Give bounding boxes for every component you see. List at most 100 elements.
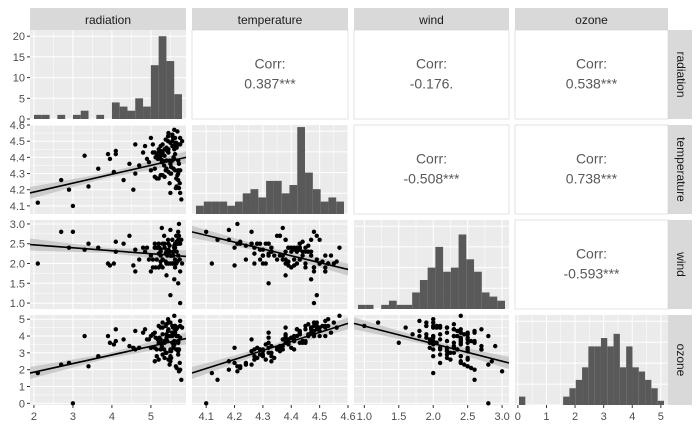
scatter-point	[166, 147, 171, 152]
scatter-point	[431, 325, 436, 330]
scatter-point	[325, 261, 331, 266]
scatter-point	[269, 245, 274, 250]
histogram-bar	[174, 94, 182, 119]
x-tick-label: 1.5	[391, 411, 406, 423]
scatter-point	[458, 313, 463, 319]
histogram-bar	[312, 189, 321, 214]
scatter-point	[166, 357, 171, 362]
x-tick-label: 2.0	[426, 411, 441, 423]
scatter-point	[166, 130, 171, 136]
strip-top-ozone	[515, 8, 668, 30]
scatter-point	[424, 335, 429, 340]
scatter-point	[291, 257, 297, 262]
scatter-point	[424, 320, 429, 325]
scatter-point	[174, 333, 179, 339]
scatter-point	[105, 333, 111, 339]
scatter-point	[260, 354, 266, 359]
scatter-point	[311, 265, 317, 270]
scatter-point	[431, 320, 436, 325]
scatter-point	[437, 360, 443, 366]
scatter-point	[308, 253, 314, 258]
scatter-point	[451, 350, 457, 356]
strip-top-temperature	[192, 8, 348, 30]
y-tick-label: 15	[13, 52, 25, 64]
scatter-point	[257, 257, 263, 262]
scatter-point	[209, 261, 215, 266]
scatter-point	[311, 229, 317, 235]
strip-right-wind	[668, 220, 692, 309]
scatter-point	[142, 249, 148, 254]
scatter-point	[177, 181, 182, 186]
scatter-point	[215, 377, 220, 382]
scatter-point	[170, 143, 175, 149]
scatter-point	[226, 359, 232, 364]
strip-right-radiation	[668, 30, 692, 119]
x-tick-label: 3	[70, 411, 76, 423]
scatter-point	[266, 345, 271, 351]
histogram-bar	[651, 388, 658, 405]
scatter-point	[168, 227, 173, 233]
scatter-point	[105, 151, 111, 157]
scatter-point	[249, 241, 254, 246]
strip-top-radiation	[30, 8, 186, 30]
histogram-bar	[57, 114, 66, 119]
scatter-point	[159, 225, 165, 231]
scatter-point	[165, 134, 171, 139]
histogram-bar	[365, 304, 374, 309]
scatter-point	[152, 359, 157, 364]
scatter-point	[170, 237, 175, 242]
scatter-point	[325, 317, 331, 322]
y-tick-label: 1	[19, 381, 25, 393]
scatter-point	[113, 239, 119, 244]
scatter-point	[283, 325, 288, 330]
scatter-point	[156, 150, 161, 155]
scatter-point	[314, 323, 319, 329]
scatter-point	[283, 257, 288, 262]
scatter-point	[176, 168, 181, 173]
histogram-bar	[645, 379, 652, 405]
scatter-point	[179, 138, 185, 144]
x-tick-label: 4	[629, 411, 635, 423]
scatter-point	[127, 233, 132, 239]
scatter-point	[303, 261, 308, 266]
scatter-point	[172, 156, 177, 162]
scatter-point	[448, 350, 453, 356]
scatter-point	[396, 340, 401, 345]
scatter-point	[161, 163, 167, 168]
histogram-bar	[497, 300, 505, 309]
scatter-point	[172, 265, 178, 270]
scatter-point	[113, 327, 119, 332]
scatter-point	[167, 243, 172, 248]
corr-panel-wind-ozone	[514, 219, 669, 310]
scatter-point	[156, 340, 161, 345]
scatter-point	[311, 269, 317, 274]
scatter-point	[168, 171, 173, 176]
corr-label: Corr:	[416, 56, 447, 72]
scatter-point	[249, 348, 254, 354]
scatter-point	[444, 338, 450, 344]
scatter-point	[160, 320, 165, 325]
scatter-point	[306, 249, 311, 254]
histogram-bar	[607, 346, 614, 405]
scatter-point	[66, 360, 72, 366]
scatter-point	[226, 227, 232, 233]
scatter-point	[444, 348, 450, 354]
scatter-point	[255, 241, 260, 246]
scatter-point	[260, 261, 266, 266]
strip-right-temperature	[668, 125, 692, 214]
scatter-point	[176, 253, 181, 258]
scatter-point	[280, 253, 285, 258]
scatter-point	[107, 156, 113, 162]
x-tick-label: 2.5	[460, 411, 475, 423]
scatter-point	[235, 369, 240, 374]
histogram-bar	[72, 114, 81, 119]
histogram-bar	[211, 201, 220, 214]
scatter-point	[174, 145, 179, 150]
scatter-point	[131, 263, 136, 268]
scatter-point	[437, 347, 443, 352]
histogram-bar	[489, 296, 498, 309]
scatter-point	[269, 354, 274, 359]
scatter-point	[154, 257, 159, 262]
scatter-point	[140, 245, 146, 250]
histogram-bar	[289, 185, 298, 214]
